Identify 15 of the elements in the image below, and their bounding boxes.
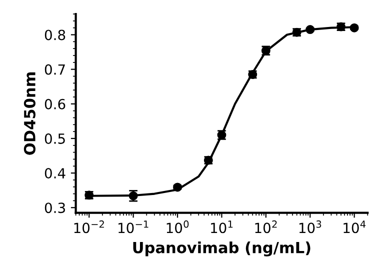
x-tick-label: 10$^{−2}$ [74, 220, 104, 234]
x-tick-label: 10$^{4}$ [344, 220, 366, 234]
y-axis-title: OD450nm [24, 72, 36, 155]
x-tick-label: 10$^{1}$ [211, 220, 233, 234]
y-tick-label: 0.6 [44, 98, 66, 110]
x-tick-label: 10$^{3}$ [299, 220, 322, 234]
x-axis-title: Upanovimab (ng/mL) [133, 242, 310, 256]
x-tick-label: 10$^{0}$ [166, 220, 189, 234]
y-tick-label: 0.7 [44, 64, 65, 75]
y-tick-label: 0.4 [44, 168, 66, 179]
y-tick-label: 0.8 [44, 30, 66, 40]
y-tick-label: 0.5 [44, 133, 65, 144]
x-tick-label: 10$^{2}$ [255, 220, 277, 234]
x-tick-label: 10$^{−1}$ [118, 220, 148, 234]
y-tick-label: 0.3 [44, 202, 65, 214]
